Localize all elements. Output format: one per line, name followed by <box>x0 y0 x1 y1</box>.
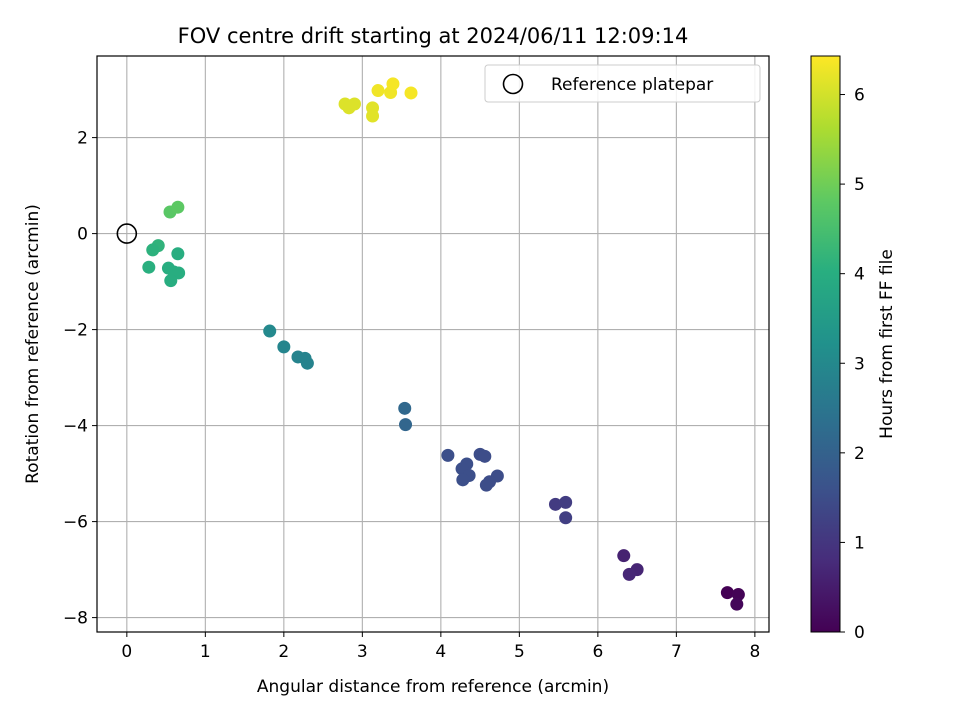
data-point <box>730 597 744 611</box>
y-tick-label: −8 <box>63 609 88 629</box>
x-tick-label: 5 <box>514 642 525 662</box>
reference-platepar-marker <box>116 223 138 244</box>
data-points <box>142 77 745 611</box>
plot-frame <box>96 55 770 633</box>
colorbar-tick-label: 5 <box>854 175 865 195</box>
data-point <box>559 511 573 525</box>
reference-marker-layer <box>116 223 138 244</box>
legend-entry-reference-platepar: Reference platepar <box>551 75 713 95</box>
y-axis-label: Rotation from reference (arcmin) <box>23 204 43 484</box>
y-tick-label: 2 <box>77 129 88 149</box>
x-axis-ticks: 0 1 2 3 4 5 6 7 8 <box>121 632 760 662</box>
colorbar-label: Hours from first FF file <box>877 249 897 439</box>
x-tick-label: 2 <box>278 642 289 662</box>
data-point <box>347 97 361 111</box>
data-point <box>731 588 745 602</box>
data-point <box>548 497 562 511</box>
colorbar-tick-label: 3 <box>854 354 865 374</box>
legend-marker <box>502 73 524 95</box>
data-point <box>559 495 573 509</box>
y-tick-label: −4 <box>63 417 88 437</box>
data-point <box>142 260 156 274</box>
x-tick-label: 8 <box>749 642 760 662</box>
x-tick-label: 0 <box>121 642 132 662</box>
data-point <box>164 274 178 288</box>
chart-title: FOV centre drift starting at 2024/06/11 … <box>178 24 689 48</box>
y-axis-ticks: −8 −6 −4 −2 0 2 <box>63 129 97 629</box>
data-point <box>371 84 385 98</box>
data-point <box>720 586 734 600</box>
grid-lines <box>97 56 769 632</box>
colorbar-gradient <box>810 55 841 633</box>
legend: Reference platepar <box>484 64 761 103</box>
y-tick-label: −2 <box>63 321 88 341</box>
colorbar-tick-label: 6 <box>854 86 865 106</box>
data-point <box>386 77 400 91</box>
colorbar-ticks: 0 1 2 3 4 5 6 <box>840 86 865 643</box>
y-tick-label: 0 <box>77 225 88 245</box>
data-point <box>398 401 412 415</box>
data-point <box>617 549 631 563</box>
data-point <box>300 356 314 370</box>
colorbar-tick-label: 2 <box>854 444 865 464</box>
x-tick-label: 1 <box>200 642 211 662</box>
data-point <box>622 567 636 581</box>
x-tick-label: 6 <box>592 642 603 662</box>
x-tick-label: 4 <box>435 642 446 662</box>
legend-box <box>484 64 761 103</box>
data-point <box>146 243 160 257</box>
data-point <box>277 340 291 354</box>
colorbar-tick-label: 4 <box>854 265 865 285</box>
data-point <box>263 324 277 338</box>
data-point <box>399 418 413 432</box>
data-point <box>171 200 185 214</box>
colorbar: 0 1 2 3 4 5 6 Hours from first FF file <box>810 55 897 643</box>
data-point <box>366 109 380 123</box>
colorbar-tick-label: 1 <box>854 533 865 553</box>
colorbar-tick-label: 0 <box>854 623 865 643</box>
data-point <box>171 247 185 261</box>
data-point <box>441 448 455 462</box>
data-point <box>478 449 492 463</box>
data-point <box>456 473 470 487</box>
data-point <box>479 478 493 492</box>
data-point <box>404 86 418 100</box>
y-tick-label: −6 <box>63 513 88 533</box>
x-tick-label: 7 <box>671 642 682 662</box>
x-tick-label: 3 <box>357 642 368 662</box>
x-axis-label: Angular distance from reference (arcmin) <box>257 677 609 697</box>
